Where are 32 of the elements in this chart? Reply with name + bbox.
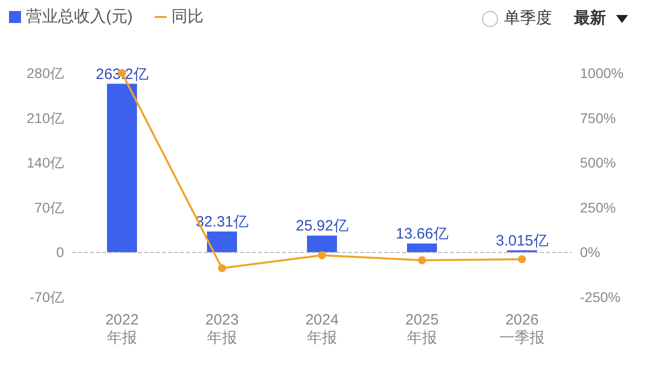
y-tick-label: 140亿 [26,154,64,171]
y2-tick-label: -250% [580,289,620,305]
text: 最新 [574,8,606,29]
point [518,255,526,264]
x-tick-label: 2023 年报 [205,312,239,346]
data-label: 13.66亿 [396,225,448,242]
x-tick-label: 2024 年报 [305,312,339,346]
y2-tick-label: 0% [580,244,600,260]
y2-tick-label: 500% [580,154,616,171]
bar [407,243,437,252]
bar [107,84,137,252]
y-tick-label: 70亿 [34,199,64,216]
y-tick-label: 280亿 [26,65,64,81]
legend-label: 同比 [172,8,204,26]
y2-tick-label: 1000% [580,65,624,81]
bar [307,236,337,252]
point [318,251,326,260]
y2-tick-label: 250% [580,199,616,216]
x-tick-label: 2022 年报 [105,312,139,346]
data-label: 25.92亿 [296,218,348,235]
y2-tick-label: 750% [580,110,616,126]
text: 单季度 [504,8,552,29]
y-tick-label: 0 [56,244,64,260]
y-tick-label: -70亿 [30,289,64,305]
x-tick-label: 2025 年报 [405,312,439,346]
point [418,256,426,264]
data-label: 3.015亿 [496,232,548,250]
x-tick-label: 2026 一季报 [500,312,544,346]
point [218,264,226,272]
legend-label: 营业总收入(元) [26,8,133,26]
bar [207,232,237,252]
y-tick-label: 210亿 [26,110,64,126]
